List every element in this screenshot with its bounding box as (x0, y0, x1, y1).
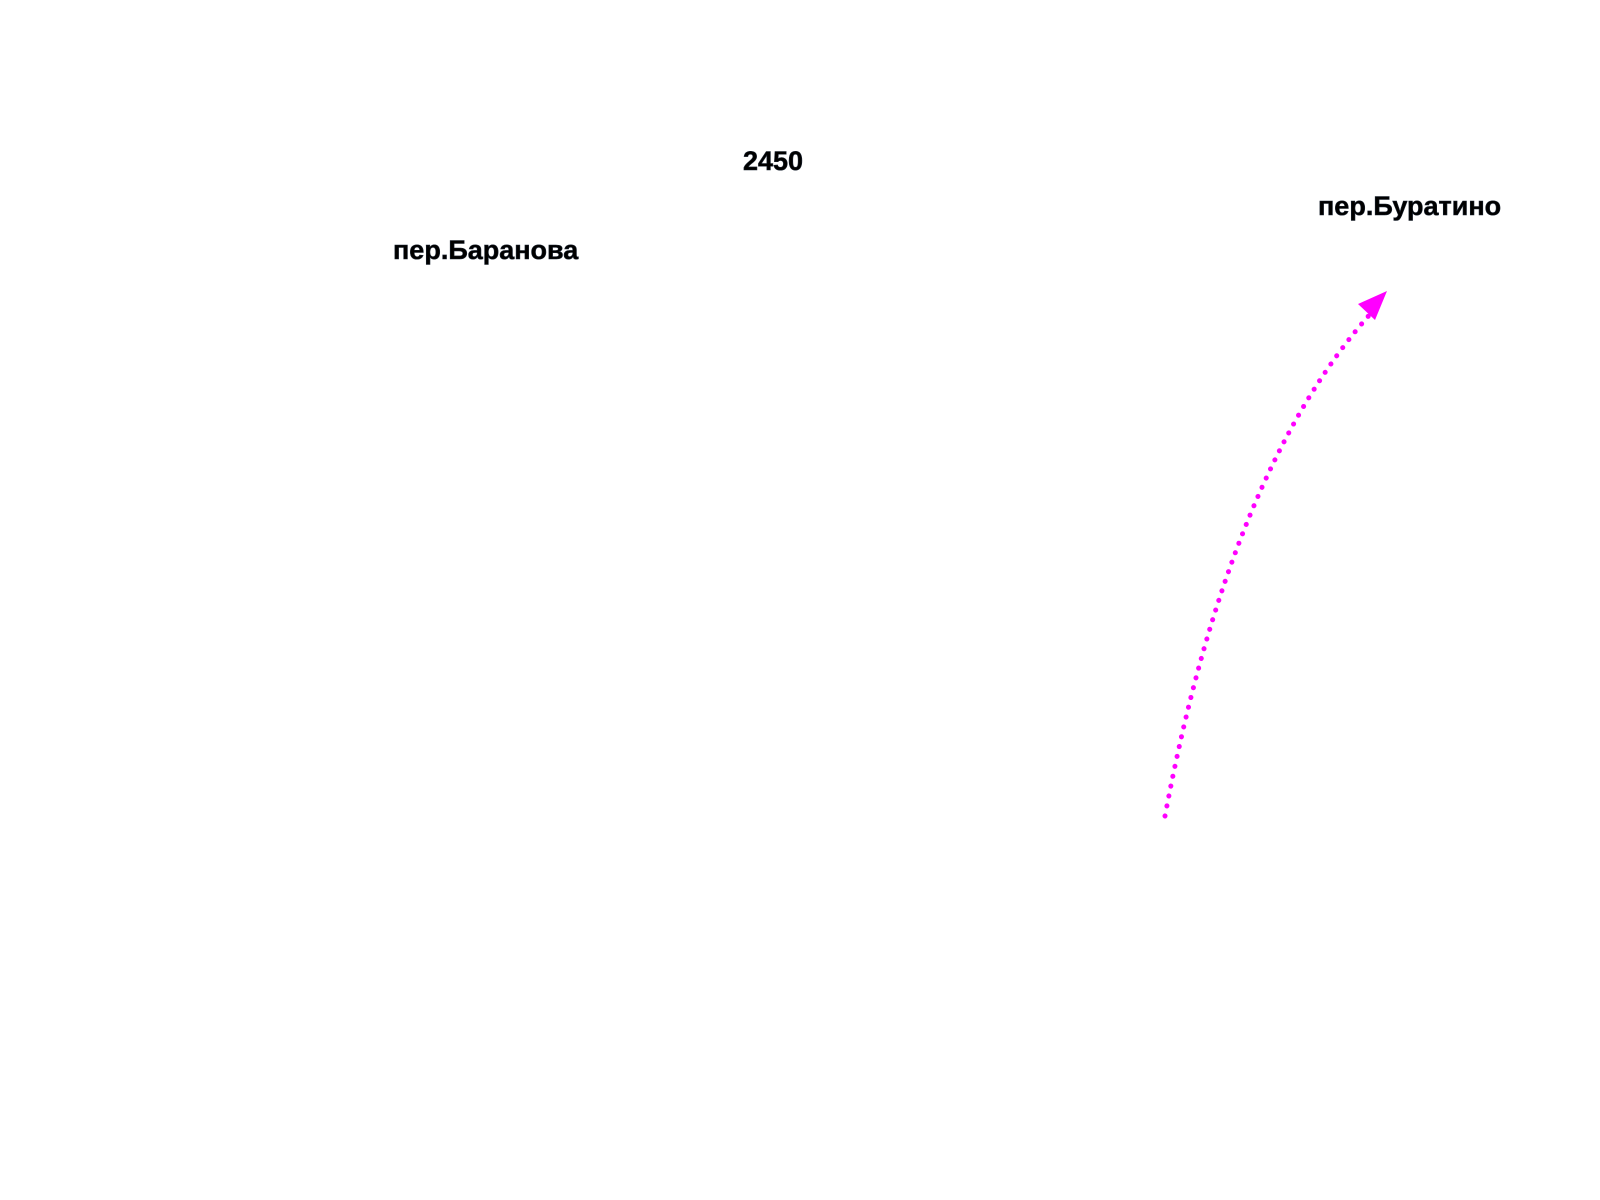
street-label: пер.Баранова (393, 235, 579, 265)
street-label: пер.Буратино (1318, 191, 1501, 221)
route-arrow-line (1162, 309, 1375, 819)
route-arrow-head (1358, 291, 1387, 320)
house-number: 2450 (743, 146, 803, 176)
